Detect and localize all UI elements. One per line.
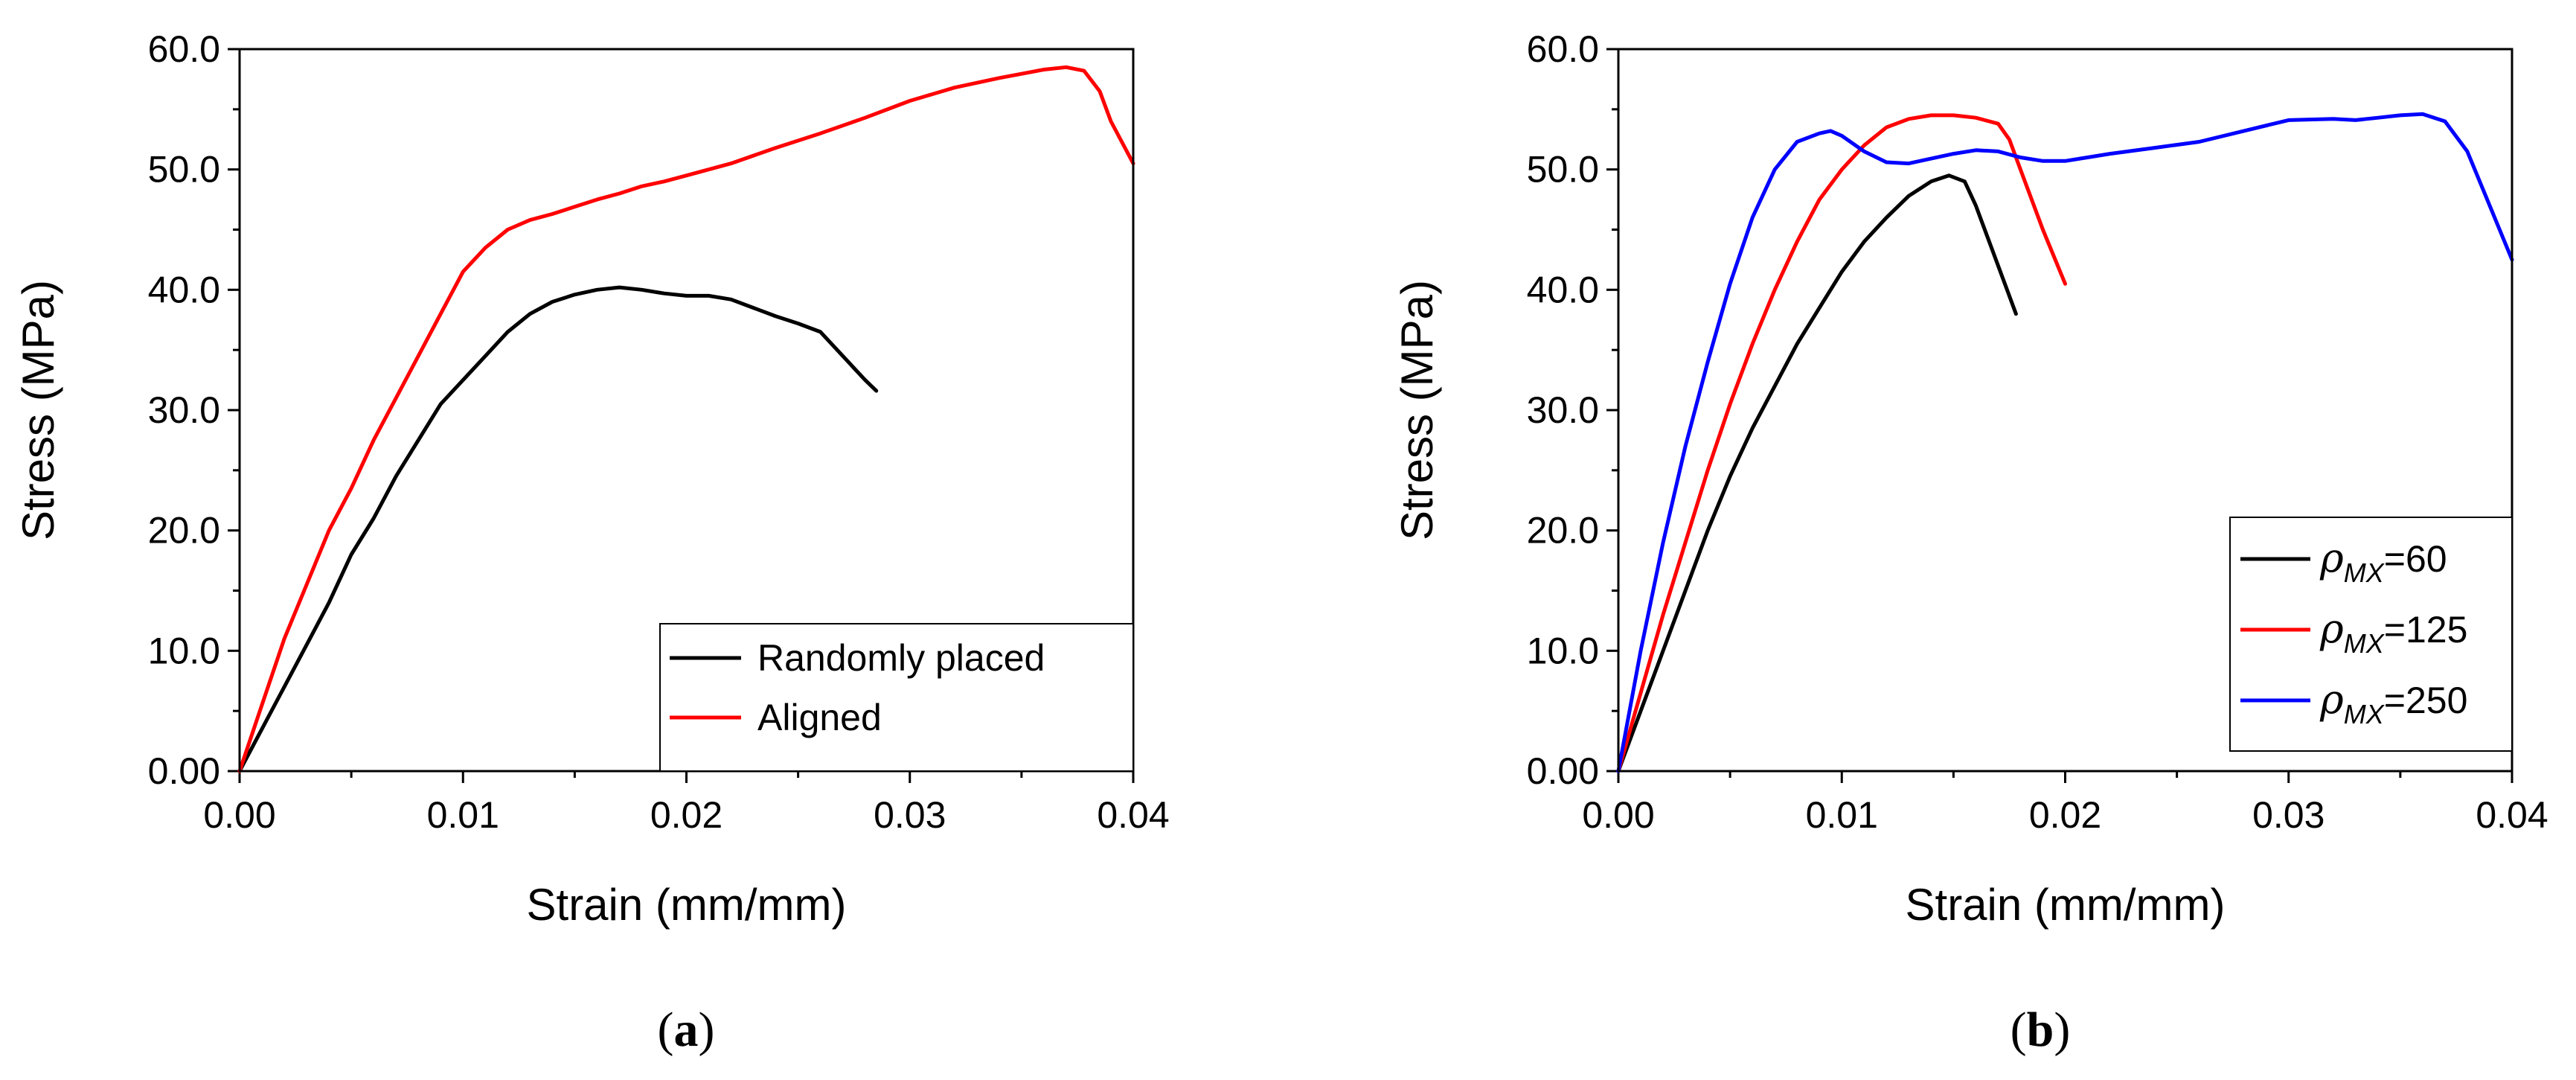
x-tick-label: 0.02	[650, 794, 723, 836]
panel-label-a: (a)	[658, 1003, 715, 1057]
x-tick-label: 0.04	[1097, 794, 1169, 836]
x-ticks-a: 0.00 0.01 0.02 0.03 0.04	[203, 771, 1170, 836]
series-group-a	[237, 65, 1135, 773]
y-tick-label: 50.0	[148, 149, 220, 191]
series-group-b	[1616, 112, 2514, 773]
y-tick-label: 10.0	[148, 630, 220, 671]
legend-label-rho-60: ρMX=60	[2319, 534, 2447, 588]
x-axis-label-a: Strain (mm/mm)	[527, 880, 847, 930]
y-tick-label: 30.0	[1527, 389, 1599, 431]
x-axis-label-b: Strain (mm/mm)	[1906, 880, 2226, 930]
y-tick-label: 50.0	[1527, 149, 1599, 191]
legend-value-rho-60: =60	[2384, 538, 2447, 580]
y-tick-label: 20.0	[1527, 510, 1599, 552]
x-tick-label: 0.04	[2476, 794, 2548, 836]
series-line-rho-60	[1616, 173, 2018, 773]
legend-box-b	[2229, 517, 2513, 752]
x-tick-label: 0.03	[2252, 794, 2325, 836]
series-line-randomly-placed	[237, 285, 879, 773]
y-tick-label: 20.0	[148, 510, 220, 552]
y-tick-label: 0.00	[1527, 750, 1599, 792]
legend-label-rho-125: ρMX=125	[2319, 605, 2467, 659]
panel-label-b: (b)	[2011, 1003, 2071, 1057]
y-axis-label-b: Stress (MPa)	[1392, 280, 1442, 540]
legend-value-rho-125: =125	[2384, 609, 2468, 651]
x-ticks-b: 0.00 0.01 0.02 0.03 0.04	[1582, 771, 2548, 836]
y-tick-label: 30.0	[148, 389, 220, 431]
series-line-rho-125	[1616, 113, 2067, 773]
y-tick-label: 60.0	[148, 28, 220, 70]
panel-letter-b: b	[2027, 1003, 2054, 1057]
y-tick-label: 40.0	[1527, 269, 1599, 310]
x-tick-label: 0.03	[874, 794, 946, 836]
y-axis-label-a: Stress (MPa)	[13, 280, 63, 540]
legend-symbol-rho-60: ρ	[2319, 534, 2344, 581]
y-ticks-a: 0.00 10.0 20.0 30.0 40.0 50.0 60.0	[148, 28, 240, 792]
legend-subscript-rho-60: MX	[2344, 557, 2386, 588]
plot-frame-b	[1617, 48, 2513, 773]
legend-subscript-rho-125: MX	[2344, 628, 2386, 659]
y-tick-label: 40.0	[148, 269, 220, 310]
legend-a: Randomly placed Aligned	[659, 623, 1134, 772]
series-line-rho-250	[1616, 112, 2514, 773]
legend-box-a	[659, 623, 1134, 772]
legend-label-rho-250: ρMX=250	[2319, 676, 2467, 729]
y-tick-label: 10.0	[1527, 630, 1599, 671]
x-tick-label: 0.00	[1582, 794, 1654, 836]
legend-symbol-rho-125: ρ	[2319, 605, 2344, 652]
y-tick-label: 0.00	[148, 750, 220, 792]
y-ticks-b: 0.00 10.0 20.0 30.0 40.0 50.0 60.0	[1527, 28, 1618, 792]
legend-symbol-rho-250: ρ	[2319, 676, 2344, 723]
legend-label-aligned: Aligned	[757, 697, 882, 738]
x-tick-label: 0.01	[427, 794, 499, 836]
x-tick-label: 0.01	[1806, 794, 1878, 836]
legend-value-rho-250: =250	[2384, 680, 2468, 721]
series-line-aligned	[237, 65, 1135, 773]
y-tick-label: 60.0	[1527, 28, 1599, 70]
x-tick-label: 0.00	[203, 794, 275, 836]
x-tick-label: 0.02	[2029, 794, 2101, 836]
legend-b: ρMX=60 ρMX=125 ρMX=250	[2229, 517, 2513, 752]
legend-label-randomly-placed: Randomly placed	[757, 637, 1045, 679]
legend-subscript-rho-250: MX	[2344, 699, 2386, 729]
panel-letter-a: a	[674, 1003, 699, 1057]
